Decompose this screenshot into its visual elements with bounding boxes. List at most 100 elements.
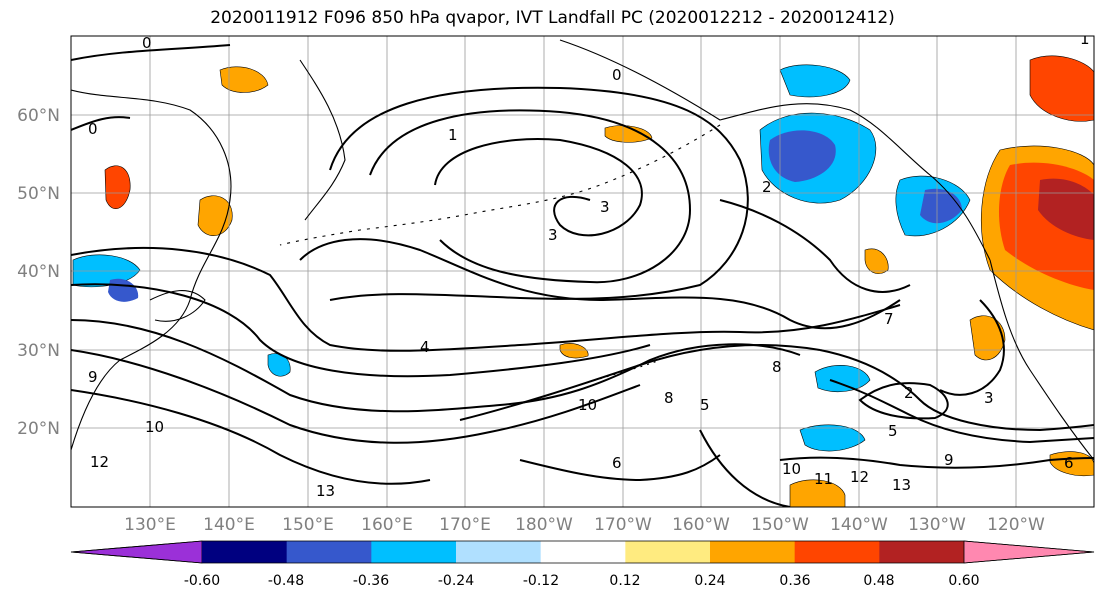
lon-label: 180°W bbox=[515, 515, 573, 535]
contour-label: 6 bbox=[612, 454, 622, 472]
colorbar-tick-label: 0.48 bbox=[863, 573, 894, 589]
map-plot-area: 0 1 0 1 2 3 3 4 7 8 3 2 5 6 9 10 11 12 1… bbox=[71, 34, 1094, 507]
contour-label: 3 bbox=[548, 226, 558, 244]
colorbar-tick-label: 0.36 bbox=[779, 573, 810, 589]
shade-patch-neg bbox=[799, 424, 866, 452]
shade-patch-neg bbox=[768, 130, 836, 182]
lat-label: 20°N bbox=[17, 419, 60, 439]
lon-label: 170°W bbox=[594, 515, 652, 535]
lon-label: 130°W bbox=[908, 515, 966, 535]
contour-label: 7 bbox=[884, 310, 894, 328]
contour-label: 12 bbox=[90, 453, 109, 471]
contour-label: 12 bbox=[850, 468, 869, 486]
contour-line bbox=[858, 382, 949, 420]
coastlines bbox=[71, 39, 1094, 461]
contour-label: 8 bbox=[664, 389, 674, 407]
coastline-aleutians bbox=[279, 124, 721, 246]
contour-label: 13 bbox=[316, 482, 335, 500]
contour-label: 3 bbox=[984, 389, 994, 407]
contour-line bbox=[699, 429, 791, 507]
contour-label: 5 bbox=[888, 422, 898, 440]
coastline-japan bbox=[149, 289, 206, 322]
contour-label: 13 bbox=[892, 476, 911, 494]
plot-frame bbox=[70, 35, 1095, 508]
lon-label: 120°W bbox=[987, 515, 1045, 535]
lon-axis: 130°E 140°E 150°E 160°E 170°E 180°W 170°… bbox=[124, 515, 1045, 535]
shade-patch-pos bbox=[559, 343, 589, 359]
contour-line bbox=[71, 246, 901, 352]
colorbar-segment bbox=[371, 541, 457, 563]
contour-line bbox=[369, 109, 692, 284]
colorbar-tick-label: 0.60 bbox=[948, 573, 979, 589]
plot-background bbox=[71, 36, 1094, 507]
contour-line bbox=[329, 86, 749, 301]
contour-label: 6 bbox=[1064, 454, 1074, 472]
contour-label: 11 bbox=[814, 470, 833, 488]
contour-labels: 0 1 0 1 2 3 3 4 7 8 3 2 5 6 9 10 11 12 1… bbox=[88, 34, 1090, 500]
shade-patch-pos bbox=[104, 165, 131, 209]
colorbar-tick-label: 0.24 bbox=[694, 573, 725, 589]
colorbar-segment bbox=[456, 541, 542, 563]
shade-patch-pos bbox=[1029, 55, 1094, 122]
lon-label: 130°E bbox=[124, 515, 176, 535]
colorbar-tick-label: -0.36 bbox=[353, 573, 389, 589]
coastline-north-america bbox=[989, 259, 1094, 461]
contour-line bbox=[779, 456, 1094, 469]
shade-patch-pos bbox=[789, 479, 846, 507]
coastline-hawaii bbox=[579, 359, 661, 386]
colorbar-segment bbox=[710, 541, 796, 563]
colorbar-extend-max bbox=[963, 540, 1095, 564]
colorbar: -0.60 -0.48 -0.36 -0.24 -0.12 0.12 0.24 … bbox=[70, 540, 1095, 589]
contour-line bbox=[819, 349, 1094, 432]
colorbar-ticks: -0.60 -0.48 -0.36 -0.24 -0.12 0.12 0.24 … bbox=[184, 573, 980, 589]
colorbar-segment bbox=[794, 541, 880, 563]
colorbar-tick-label: -0.60 bbox=[184, 573, 220, 589]
contour-label: 10 bbox=[145, 418, 164, 436]
shading-layer bbox=[72, 55, 1094, 507]
colorbar-tick-label: -0.48 bbox=[268, 573, 304, 589]
contour-line bbox=[939, 299, 1005, 396]
colorbar-frame bbox=[70, 540, 1095, 564]
shade-patch-pos bbox=[1038, 178, 1094, 240]
contour-label: 2 bbox=[904, 384, 914, 402]
coastline-alaska bbox=[559, 39, 991, 261]
colorbar-tick-label: 0.12 bbox=[609, 573, 640, 589]
colorbar-segments bbox=[70, 540, 1095, 564]
contour-label: 1 bbox=[448, 126, 458, 144]
lon-label: 160°W bbox=[672, 515, 730, 535]
contour-line bbox=[71, 349, 641, 444]
contour-label: 0 bbox=[142, 34, 152, 52]
colorbar-tick-label: -0.12 bbox=[523, 573, 559, 589]
lon-label: 160°E bbox=[361, 515, 413, 535]
contour-label: 0 bbox=[88, 120, 98, 138]
contour-line bbox=[71, 116, 131, 131]
contour-line bbox=[71, 283, 651, 378]
lon-label: 150°W bbox=[751, 515, 809, 535]
coastline-asia bbox=[71, 89, 232, 451]
contour-line bbox=[71, 389, 431, 485]
contour-line bbox=[459, 344, 821, 421]
contour-label: 2 bbox=[762, 178, 772, 196]
contour-label: 10 bbox=[578, 396, 597, 414]
shade-patch-neg bbox=[814, 365, 871, 393]
lat-axis: 60°N 50°N 40°N 30°N 20°N bbox=[17, 106, 60, 439]
contour-line bbox=[719, 199, 911, 293]
lat-label: 50°N bbox=[17, 184, 60, 204]
contour-line bbox=[519, 454, 721, 482]
contour-label: 10 bbox=[782, 460, 801, 478]
contour-line bbox=[71, 319, 801, 413]
lon-label: 140°W bbox=[830, 515, 888, 535]
lon-label: 170°E bbox=[439, 515, 491, 535]
lat-label: 60°N bbox=[17, 106, 60, 126]
lat-label: 30°N bbox=[17, 341, 60, 361]
colorbar-segment bbox=[625, 541, 711, 563]
contour-label: 4 bbox=[420, 338, 430, 356]
contour-label: 8 bbox=[772, 358, 782, 376]
lon-label: 150°E bbox=[282, 515, 334, 535]
coastline-kamchatka bbox=[299, 59, 346, 221]
lon-label: 140°E bbox=[203, 515, 255, 535]
contour-label: 3 bbox=[600, 198, 610, 216]
shade-patch-pos bbox=[969, 315, 1006, 361]
shade-patch-neg bbox=[779, 64, 851, 98]
